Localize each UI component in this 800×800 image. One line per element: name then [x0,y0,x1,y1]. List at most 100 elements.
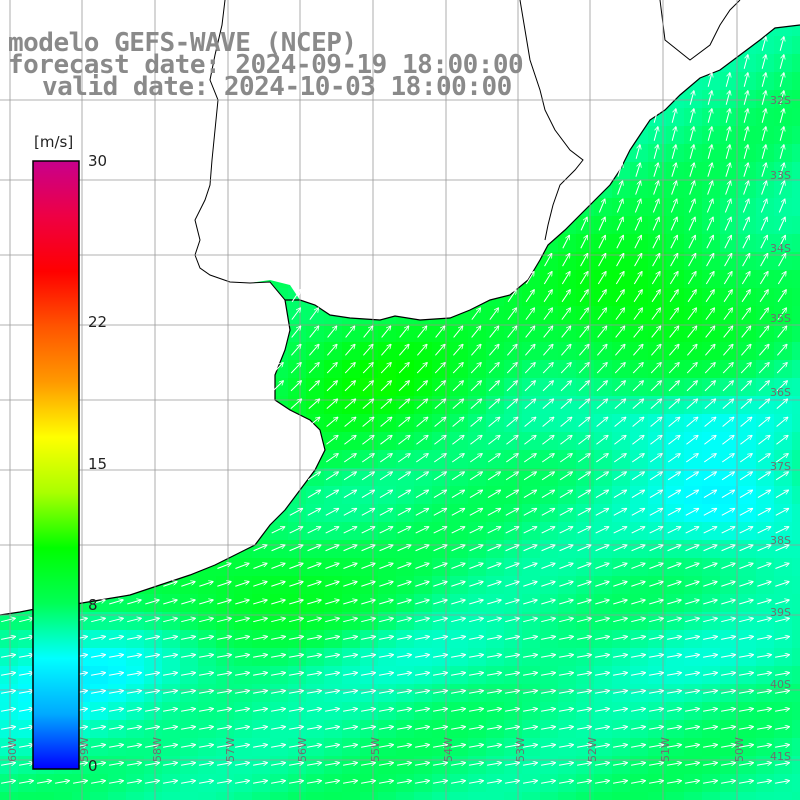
wind-cell [468,702,487,721]
land-polygon-west [0,0,325,615]
wind-cell [702,216,721,235]
wind-cell [360,396,379,415]
wind-arrow [542,363,553,374]
wind-cell [774,414,793,433]
wind-cell [792,756,800,775]
wind-arrow [687,345,696,356]
wind-cell [576,522,595,541]
wind-arrow [398,381,409,392]
wind-cell [756,180,775,199]
wind-cell [648,774,667,793]
wind-cell [792,576,800,595]
wind-arrow [580,218,587,231]
wind-cell [702,540,721,559]
wind-cell [378,666,397,685]
wind-arrow [777,345,786,356]
wind-arrow [707,109,712,123]
wind-arrow [706,200,712,213]
wind-cell [648,756,667,775]
wind-cell [162,774,181,793]
wind-cell [342,738,361,757]
wind-cell [702,396,721,415]
wind-arrow [596,381,607,392]
wind-arrow [632,381,643,392]
wind-arrow [705,345,714,356]
wind-arrow [706,218,713,231]
wind-cell [108,774,127,793]
wind-cell [450,342,469,361]
wind-cell [360,756,379,775]
wind-cell [108,756,127,775]
wind-cell [774,360,793,379]
wind-cell [720,450,739,469]
wind-cell [342,720,361,739]
wind-arrow [688,218,695,231]
wind-cell [702,306,721,325]
wind-cell [630,756,649,775]
wind-cell [648,198,667,217]
wind-arrow [562,254,570,267]
wind-cell [720,342,739,361]
wind-arrow [578,381,589,392]
wind-cell [486,324,505,343]
wind-cell [414,468,433,487]
wind-cell [414,324,433,343]
wind-cell [468,540,487,559]
latitude-label: 37S [770,460,791,473]
wind-arrow [688,236,695,249]
wind-cell [774,108,793,127]
wind-cell [648,720,667,739]
wind-cell [702,72,721,91]
wind-arrow [707,181,713,195]
wind-arrow [291,290,300,303]
wind-cell [684,756,703,775]
wind-arrow [759,345,768,356]
colorbar-gradient [32,160,80,770]
wind-cell [630,396,649,415]
wind-cell [396,522,415,541]
wind-arrow [417,345,426,356]
wind-cell [18,720,37,739]
latitude-label: 38S [770,534,791,547]
wind-cell [90,702,109,721]
wind-cell [774,36,793,55]
wind-cell [720,684,739,703]
wind-cell [756,126,775,145]
wind-cell [666,666,685,685]
longitude-label: 54W [442,737,455,762]
wind-arrow [778,254,786,267]
wind-arrow [669,272,677,285]
wind-cell [360,324,379,343]
wind-cell [162,756,181,775]
wind-arrow [345,327,355,338]
wind-cell [684,738,703,757]
wind-cell [630,558,649,577]
wind-cell [720,522,739,541]
wind-cell [342,360,361,379]
wind-cell [450,684,469,703]
wind-cell [126,648,145,667]
wind-cell [630,666,649,685]
wind-cell [414,414,433,433]
wind-arrow [543,308,552,320]
wind-arrow [725,127,730,141]
wind-cell [0,648,19,667]
wind-cell [288,738,307,757]
wind-cell [378,468,397,487]
wind-cell [396,414,415,433]
wind-arrow [309,327,319,338]
wind-cell [558,288,577,307]
wind-arrow [327,345,336,356]
wind-cell [396,756,415,775]
wind-cell [396,360,415,379]
wind-cell [360,504,379,523]
wind-cell [630,342,649,361]
wind-cell [648,144,667,163]
wind-cell [468,342,487,361]
wind-arrow [344,399,355,410]
wind-cell [288,774,307,793]
wind-cell [702,270,721,289]
wind-cell [396,702,415,721]
wind-cell [414,450,433,469]
wind-cell [342,396,361,415]
